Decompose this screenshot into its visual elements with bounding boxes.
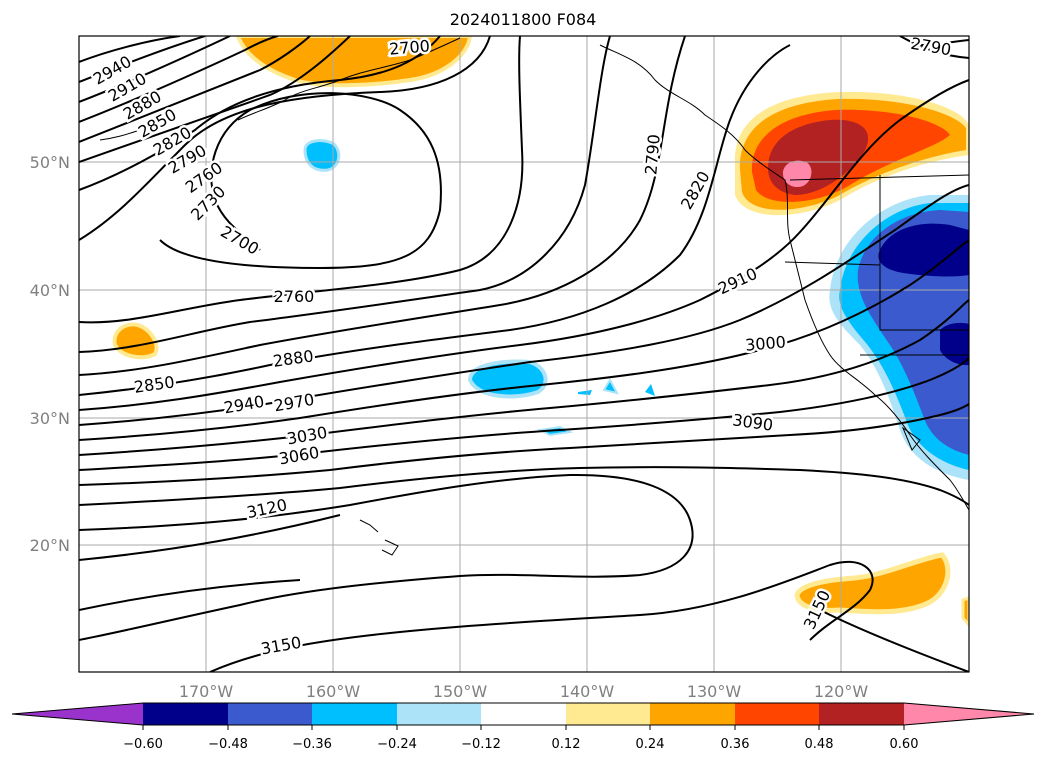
latitude-labels: 50°N 40°N 30°N 20°N	[30, 153, 70, 555]
figure-title: 2024011800 F084	[450, 10, 597, 29]
negative-anomaly-central-pacific	[467, 359, 548, 399]
colorbar: −0.60 −0.48 −0.36 −0.24 −0.12 0.12 0.24 …	[11, 702, 1035, 752]
positive-anomaly-dateline	[112, 322, 159, 360]
colorbar-tick-060: 0.60	[890, 737, 919, 752]
negative-anomaly-small-4	[578, 390, 592, 395]
negative-anomaly-small-1	[303, 139, 341, 172]
colorbar-bin-3	[312, 703, 397, 725]
colorbar-tick-024: 0.24	[636, 737, 665, 752]
colorbar-bin-5	[481, 703, 566, 725]
colorbar-bin-8	[735, 703, 819, 725]
lon-label-140w: 140°W	[560, 682, 615, 701]
colorbar-bin-1	[143, 703, 228, 725]
negative-anomaly-small-3	[645, 384, 655, 396]
positive-anomaly-edge	[961, 596, 969, 628]
lon-label-120w: 120°W	[814, 682, 869, 701]
positive-anomaly-pacific-northwest	[734, 91, 969, 216]
colorbar-bin-4	[397, 703, 481, 725]
lat-label-50n: 50°N	[30, 153, 70, 172]
lat-label-20n: 20°N	[30, 536, 70, 555]
coastlines	[99, 37, 969, 556]
contour-label-2790-northeast: 2790	[909, 34, 952, 60]
contour-label-3000: 3000	[744, 332, 786, 354]
height-contours	[79, 36, 969, 672]
colorbar-tick-048: 0.48	[805, 737, 834, 752]
colorbar-over-extension	[904, 703, 1034, 725]
contour-label-2790-center: 2790	[641, 133, 663, 175]
colorbar-bin-7	[650, 703, 735, 725]
colorbar-tick-neg060: −0.60	[123, 737, 163, 752]
contour-label-2760-south: 2760	[274, 287, 315, 306]
lon-label-160w: 160°W	[306, 682, 361, 701]
colorbar-under-extension	[12, 703, 143, 725]
contour-label-2700-north: 2700	[388, 36, 430, 58]
colorbar-tick-036: 0.36	[721, 737, 750, 752]
colorbar-bin-6	[566, 703, 650, 725]
lat-label-30n: 30°N	[30, 409, 70, 428]
colorbar-tick-neg024: −0.24	[377, 737, 417, 752]
colorbar-tick-neg036: −0.36	[292, 737, 332, 752]
lon-label-130w: 130°W	[687, 682, 742, 701]
colorbar-tick-neg012: −0.12	[461, 737, 501, 752]
lat-label-40n: 40°N	[30, 281, 70, 300]
map-frame	[78, 35, 970, 673]
map-panel: 2940 2910 2880 2850 2820 2790 2760 2730 …	[79, 34, 969, 672]
lon-label-150w: 150°W	[433, 682, 488, 701]
lon-label-170w: 170°W	[179, 682, 234, 701]
anomaly-shading	[112, 36, 969, 628]
longitude-labels: 170°W 160°W 150°W 140°W 130°W 120°W	[179, 682, 869, 701]
negative-anomaly-small-2	[602, 377, 619, 395]
colorbar-bin-9	[819, 703, 904, 725]
colorbar-tick-012: 0.12	[552, 737, 581, 752]
negative-anomaly-southwest-us	[829, 195, 969, 480]
colorbar-bin-2	[228, 703, 312, 725]
colorbar-tick-neg048: −0.48	[208, 737, 248, 752]
